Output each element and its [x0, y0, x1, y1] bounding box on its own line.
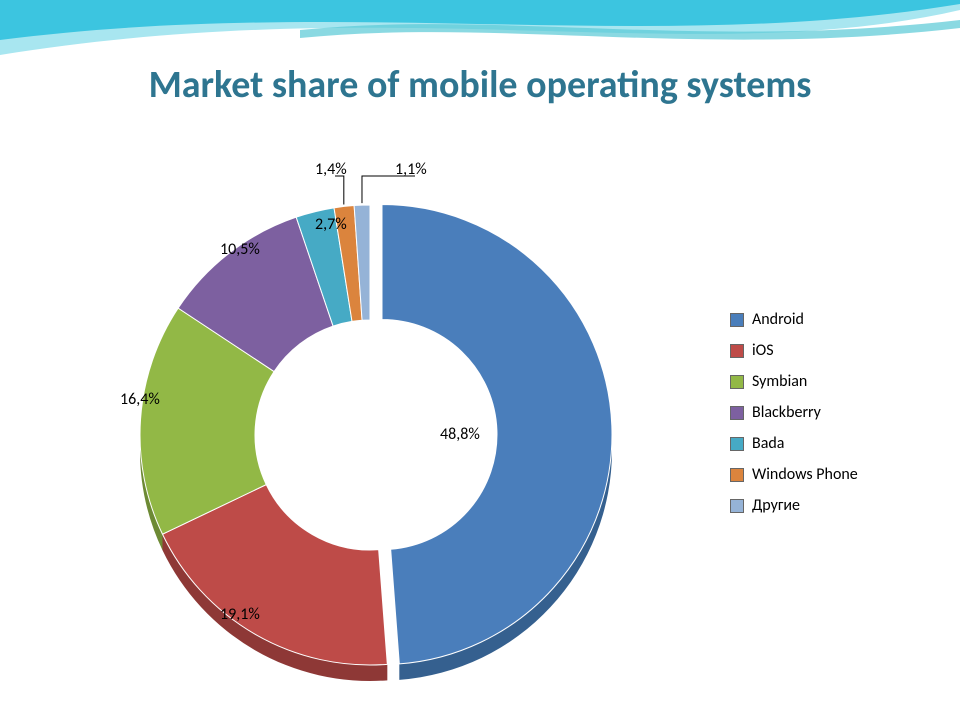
- chart-area: 48,8% 19,1% 16,4% 10,5% 2,7% 1,4% 1,1% Android…: [60, 140, 900, 680]
- data-label: 2,7%: [315, 215, 347, 234]
- legend-label: Android: [752, 310, 804, 329]
- leader-line: [362, 176, 415, 203]
- data-label: 1,1%: [395, 160, 427, 179]
- legend-item: Symbian: [730, 372, 858, 391]
- legend-label: Windows Phone: [752, 465, 858, 484]
- data-label: 16,4%: [120, 390, 160, 409]
- legend-item: Другие: [730, 496, 858, 515]
- data-label: 1,4%: [315, 160, 347, 179]
- legend-item: Android: [730, 310, 858, 329]
- data-label: 19,1%: [220, 605, 260, 624]
- donut-slice: [382, 205, 612, 664]
- legend-swatch: [730, 313, 744, 327]
- legend-label: Bada: [752, 434, 784, 453]
- legend-swatch: [730, 468, 744, 482]
- legend-item: iOS: [730, 341, 858, 360]
- data-label: 10,5%: [220, 240, 260, 259]
- leader-line: [335, 176, 344, 204]
- legend-label: Symbian: [752, 372, 807, 391]
- legend-swatch: [730, 437, 744, 451]
- legend-item: Bada: [730, 434, 858, 453]
- slide: Market share of mobile operating systems…: [0, 0, 960, 720]
- legend-item: Windows Phone: [730, 465, 858, 484]
- legend-label: iOS: [752, 341, 774, 360]
- legend-swatch: [730, 499, 744, 513]
- legend-label: Другие: [752, 496, 800, 515]
- legend-label: Blackberry: [752, 403, 821, 422]
- slide-title: Market share of mobile operating systems: [0, 62, 960, 108]
- legend: Android iOS Symbian Blackberry Bada Windows P…: [730, 310, 858, 527]
- legend-swatch: [730, 344, 744, 358]
- data-label: 48,8%: [440, 425, 480, 444]
- legend-swatch: [730, 375, 744, 389]
- legend-swatch: [730, 406, 744, 420]
- legend-item: Blackberry: [730, 403, 858, 422]
- donut-chart: 48,8% 19,1% 16,4% 10,5% 2,7% 1,4% 1,1%: [90, 160, 640, 680]
